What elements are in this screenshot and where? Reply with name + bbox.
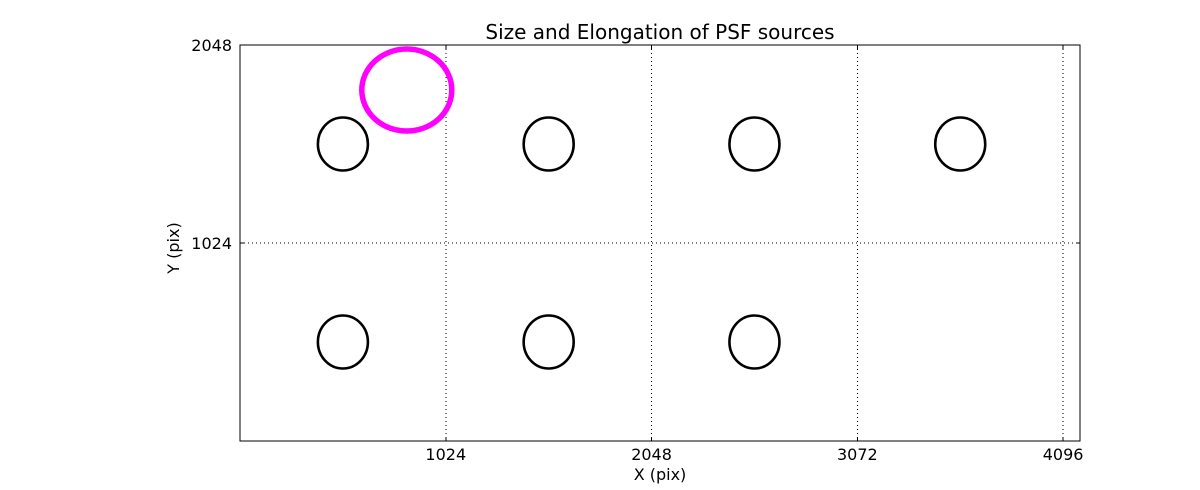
y-tick-label: 2048	[191, 35, 232, 55]
psf-sources-marker	[522, 116, 575, 172]
psf-sources-marker	[522, 314, 575, 370]
psf-sources-marker	[316, 116, 370, 172]
psf-sources-marker	[933, 116, 987, 172]
psf-sources-marker	[728, 116, 781, 172]
axes-frame	[239, 44, 1081, 442]
x-tick-label: 4096	[1042, 445, 1084, 464]
x-tick-label: 2048	[631, 445, 672, 464]
highlighted-source-marker	[359, 46, 455, 134]
y-tick-label: 1024	[191, 233, 232, 253]
chart-title: Size and Elongation of PSF sources	[485, 20, 835, 44]
x-tick-label: 1024	[425, 445, 467, 464]
x-axis-label: X (pix)	[633, 465, 687, 484]
x-tick-label: 3072	[836, 445, 878, 464]
psf-sources-marker	[728, 314, 781, 370]
psf-sources-marker	[316, 314, 370, 370]
y-axis-label-text: Y (pix)	[164, 222, 183, 274]
